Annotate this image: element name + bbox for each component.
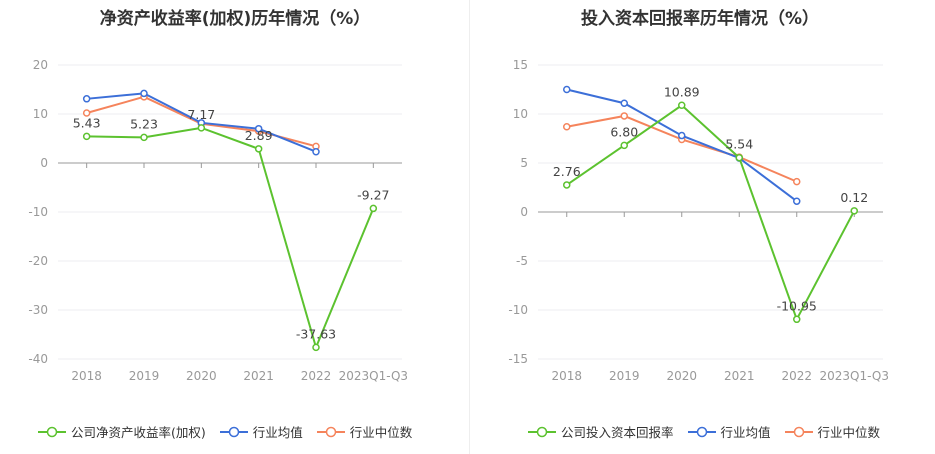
y-tick-label: -10 xyxy=(28,205,48,219)
series-line xyxy=(86,126,375,351)
legend-line-icon xyxy=(316,426,345,437)
y-tick-label: 10 xyxy=(513,107,528,121)
legend-line-icon xyxy=(687,426,716,437)
data-point xyxy=(563,122,571,131)
x-tick-label: 2021 xyxy=(724,369,755,383)
x-tick-label: 2023Q1-Q3 xyxy=(339,369,408,383)
x-tick-label: 2022 xyxy=(301,369,332,383)
legend-item[interactable]: 行业均值 xyxy=(219,422,303,441)
data-point xyxy=(140,89,148,98)
data-point xyxy=(140,133,148,142)
data-point xyxy=(254,145,263,153)
x-tick-label: 2022 xyxy=(781,369,812,383)
data-label: -9.27 xyxy=(357,187,389,202)
series-line xyxy=(566,114,798,183)
data-label: 0.12 xyxy=(840,190,868,205)
data-point xyxy=(369,204,378,213)
legend-label: 行业均值 xyxy=(720,425,771,440)
data-point xyxy=(254,124,263,133)
data-point xyxy=(620,141,628,150)
data-label: 5.54 xyxy=(725,137,753,152)
roe-chart: 20 10 0 -10 -20 -30 -40 2018 2019 2020 2021 2022 202… xyxy=(28,58,408,383)
chart-title-roe: 净资产收益率(加权)历年情况（%） xyxy=(99,9,371,29)
y-tick-label: -15 xyxy=(508,352,528,366)
x-tick-label: 2019 xyxy=(129,369,160,383)
data-point xyxy=(620,99,628,107)
data-point xyxy=(82,109,91,117)
y-tick-label: 20 xyxy=(33,58,48,72)
data-point xyxy=(620,112,628,120)
data-point xyxy=(312,343,320,352)
legend-label: 公司投入资本回报率 xyxy=(561,425,674,440)
legend-item[interactable]: 公司净资产收益率(加权) xyxy=(38,422,206,441)
y-tick-label: -40 xyxy=(28,352,48,366)
data-point xyxy=(563,181,571,189)
legend-roe: 公司净资产收益率(加权) 行业均值 行业中位数 xyxy=(38,422,412,441)
legend-line-icon xyxy=(38,426,66,437)
data-label: 2.89 xyxy=(245,128,273,143)
data-point xyxy=(850,207,858,215)
legend-item[interactable]: 行业中位数 xyxy=(316,422,413,441)
legend-roic: 公司投入资本回报率 行业均值 行业中位数 xyxy=(528,422,880,441)
data-point xyxy=(82,95,91,103)
chart-title-roic: 投入资本回报率历年情况（%） xyxy=(580,9,820,29)
data-label: -37.63 xyxy=(296,326,336,341)
y-tick-label: -10 xyxy=(508,303,528,317)
data-point xyxy=(735,153,743,162)
divider xyxy=(469,0,470,454)
data-point xyxy=(678,101,686,110)
y-tick-label: -20 xyxy=(28,254,48,268)
y-tick-label: 10 xyxy=(33,107,48,121)
data-point xyxy=(793,177,801,186)
data-label: 5.43 xyxy=(73,115,101,130)
x-tick-label: 2018 xyxy=(71,369,102,383)
x-tick-label: 2020 xyxy=(186,369,217,383)
data-point xyxy=(793,197,801,205)
data-label: 2.76 xyxy=(553,164,581,179)
legend-label: 行业中位数 xyxy=(817,425,881,440)
x-tick-label: 2023Q1-Q3 xyxy=(820,369,889,383)
legend-line-icon xyxy=(219,426,248,437)
x-tick-label: 2021 xyxy=(243,369,274,383)
data-point xyxy=(82,132,91,141)
legend-line-icon xyxy=(528,426,556,437)
legend-item[interactable]: 行业中位数 xyxy=(784,422,881,441)
legend-label: 行业中位数 xyxy=(349,425,413,440)
data-point xyxy=(793,315,801,324)
y-tick-label: 15 xyxy=(513,58,528,72)
data-label: -10.95 xyxy=(777,298,817,313)
legend-label: 行业均值 xyxy=(252,425,303,440)
y-tick-label: 5 xyxy=(520,156,528,170)
legend-item[interactable]: 公司投入资本回报率 xyxy=(528,422,674,441)
y-tick-label: 0 xyxy=(40,156,48,170)
data-point xyxy=(312,147,320,156)
data-label: 5.23 xyxy=(130,116,158,131)
data-label: 10.89 xyxy=(664,84,700,99)
data-label: 6.80 xyxy=(610,124,638,139)
x-tick-label: 2018 xyxy=(551,369,582,383)
data-point xyxy=(563,85,571,94)
x-tick-label: 2019 xyxy=(609,369,640,383)
data-point xyxy=(197,124,206,132)
legend-item[interactable]: 行业均值 xyxy=(687,422,771,441)
data-point xyxy=(678,131,686,140)
y-tick-label: 0 xyxy=(520,205,528,219)
legend-label: 公司净资产收益率(加权) xyxy=(71,425,206,440)
legend-line-icon xyxy=(784,426,813,437)
x-tick-label: 2020 xyxy=(666,369,697,383)
y-tick-label: -30 xyxy=(28,303,48,317)
data-label: 7.17 xyxy=(187,107,215,122)
y-tick-label: -5 xyxy=(516,254,528,268)
series-line xyxy=(566,104,856,322)
